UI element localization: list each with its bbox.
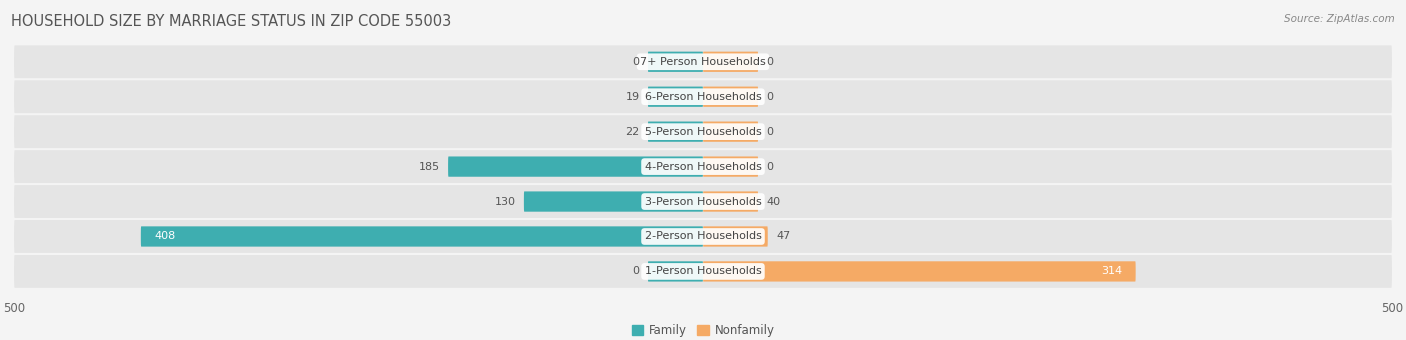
Legend: Family, Nonfamily: Family, Nonfamily — [627, 319, 779, 340]
FancyBboxPatch shape — [14, 255, 1392, 288]
FancyBboxPatch shape — [703, 261, 1136, 282]
FancyBboxPatch shape — [648, 52, 703, 72]
Text: 0: 0 — [633, 57, 640, 67]
Text: 40: 40 — [766, 197, 780, 206]
FancyBboxPatch shape — [449, 156, 703, 177]
FancyBboxPatch shape — [703, 156, 758, 177]
FancyBboxPatch shape — [14, 150, 1392, 183]
Text: 4-Person Households: 4-Person Households — [644, 162, 762, 172]
FancyBboxPatch shape — [14, 45, 1392, 78]
FancyBboxPatch shape — [703, 191, 758, 212]
FancyBboxPatch shape — [703, 87, 758, 107]
FancyBboxPatch shape — [14, 80, 1392, 113]
Text: 7+ Person Households: 7+ Person Households — [640, 57, 766, 67]
FancyBboxPatch shape — [14, 115, 1392, 148]
FancyBboxPatch shape — [141, 226, 703, 246]
Text: 3-Person Households: 3-Person Households — [644, 197, 762, 206]
FancyBboxPatch shape — [703, 121, 758, 142]
Text: 0: 0 — [633, 267, 640, 276]
Text: 0: 0 — [766, 57, 773, 67]
Text: 2-Person Households: 2-Person Households — [644, 232, 762, 241]
Text: 314: 314 — [1101, 267, 1122, 276]
FancyBboxPatch shape — [648, 121, 703, 142]
Text: 0: 0 — [766, 92, 773, 102]
Text: 0: 0 — [766, 162, 773, 172]
Text: 0: 0 — [766, 127, 773, 137]
FancyBboxPatch shape — [703, 226, 768, 246]
Text: 19: 19 — [626, 92, 640, 102]
Text: 185: 185 — [419, 162, 440, 172]
Text: 47: 47 — [776, 232, 790, 241]
Text: Source: ZipAtlas.com: Source: ZipAtlas.com — [1284, 14, 1395, 23]
Text: 5-Person Households: 5-Person Households — [644, 127, 762, 137]
Text: 408: 408 — [155, 232, 176, 241]
FancyBboxPatch shape — [524, 191, 703, 212]
FancyBboxPatch shape — [14, 220, 1392, 253]
Text: HOUSEHOLD SIZE BY MARRIAGE STATUS IN ZIP CODE 55003: HOUSEHOLD SIZE BY MARRIAGE STATUS IN ZIP… — [11, 14, 451, 29]
Text: 22: 22 — [626, 127, 640, 137]
FancyBboxPatch shape — [14, 185, 1392, 218]
Text: 6-Person Households: 6-Person Households — [644, 92, 762, 102]
FancyBboxPatch shape — [703, 52, 758, 72]
Text: 130: 130 — [495, 197, 516, 206]
FancyBboxPatch shape — [648, 261, 703, 282]
Text: 1-Person Households: 1-Person Households — [644, 267, 762, 276]
FancyBboxPatch shape — [648, 87, 703, 107]
